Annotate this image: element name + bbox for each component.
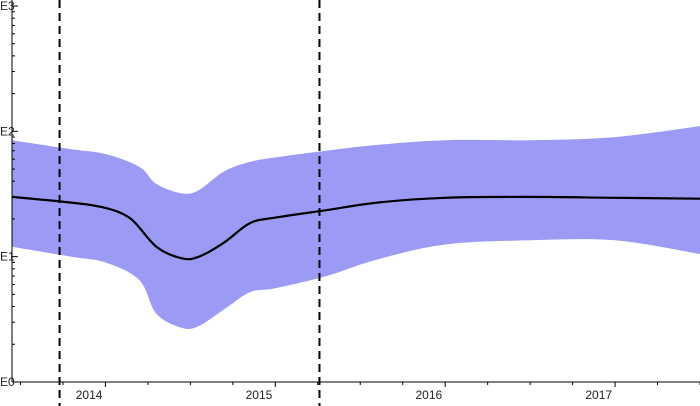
y-tick-label-1: E1: [0, 250, 15, 264]
x-tick-label-3: 2017: [585, 388, 612, 402]
x-tick-label-1: 2015: [246, 388, 273, 402]
median-line-0: [11, 195, 700, 261]
y-tick-label-2: E2: [0, 124, 15, 138]
confidence-band: [12, 126, 700, 330]
x-tick-label-2: 2016: [415, 388, 442, 402]
y-tick-label-0: E0: [0, 375, 15, 389]
y-tick-label-3: E3: [0, 0, 15, 13]
x-tick-label-0: 2014: [76, 388, 103, 402]
